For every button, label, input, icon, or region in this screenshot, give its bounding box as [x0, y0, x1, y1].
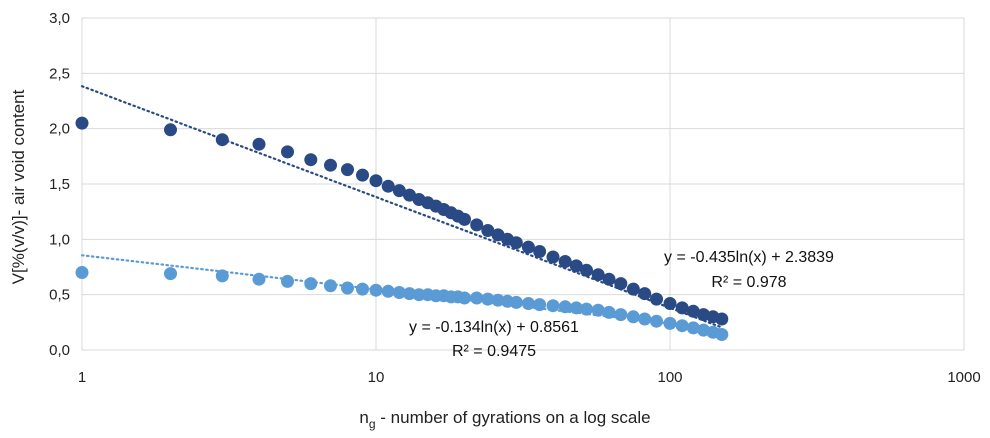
data-point-series-2 [580, 302, 593, 316]
data-point-series-2 [304, 277, 318, 291]
y-tick-label: 0,5 [49, 287, 70, 304]
data-point-series-1 [663, 297, 677, 310]
data-points [75, 116, 729, 341]
data-point-series-1 [281, 145, 294, 159]
y-tick-label: 3,0 [49, 10, 70, 27]
x-axis-title-rest: - number of gyrations on a log scale [376, 408, 651, 427]
data-point-series-1 [470, 218, 484, 232]
y-tick-label: 1,5 [49, 176, 70, 193]
data-point-series-2 [686, 321, 700, 335]
data-point-series-2 [546, 299, 560, 313]
data-point-series-2 [164, 267, 177, 281]
data-point-series-1 [626, 282, 640, 296]
data-point-series-1 [481, 224, 495, 237]
data-point-series-1 [650, 292, 663, 306]
data-point-series-1 [324, 158, 337, 172]
data-point-series-2 [521, 297, 535, 310]
data-point-series-1 [75, 116, 89, 130]
data-point-series-1 [638, 287, 652, 301]
x-tick-label: 10 [368, 369, 385, 386]
data-point-series-2 [324, 279, 337, 293]
data-point-series-2 [491, 293, 505, 307]
data-point-series-2 [663, 316, 677, 330]
data-point-series-1 [392, 184, 406, 198]
data-point-series-2 [75, 266, 89, 279]
x-axis-ticks: 1 10 100 1000 [78, 369, 981, 386]
data-point-series-1 [602, 272, 616, 286]
data-point-series-2 [252, 272, 266, 286]
data-point-series-2 [281, 274, 294, 288]
data-point-series-1 [252, 137, 266, 151]
data-point-series-1 [580, 263, 593, 277]
data-point-series-1 [341, 163, 354, 177]
trendline-series-1 [80, 85, 723, 329]
data-point-series-2 [403, 287, 416, 301]
data-point-series-1 [715, 312, 729, 326]
data-point-series-1 [215, 133, 229, 147]
data-point-series-2 [215, 269, 229, 283]
x-tick-label: 1 [78, 369, 86, 386]
series-2-equation: y = -0.134ln(x) + 0.8561 [409, 319, 579, 336]
data-point-series-2 [715, 328, 729, 341]
x-axis-title-main: n [359, 408, 368, 427]
series-1-equation: y = -0.435ln(x) + 2.3839 [664, 249, 834, 266]
data-point-series-2 [614, 308, 628, 322]
x-axis-title-subscript: g [369, 417, 376, 431]
data-point-series-2 [381, 284, 395, 298]
data-point-series-2 [558, 300, 572, 314]
data-point-series-2 [650, 314, 663, 328]
series-1-r2: R² = 0.978 [711, 274, 786, 291]
x-tick-label: 100 [657, 369, 682, 386]
data-point-series-2 [626, 310, 640, 324]
data-point-series-2 [533, 298, 547, 312]
data-point-series-2 [675, 319, 689, 333]
data-point-series-1 [356, 168, 369, 182]
data-point-series-2 [481, 292, 495, 306]
data-point-series-2 [602, 305, 616, 319]
data-point-series-2 [341, 281, 354, 295]
series-2-r2: R² = 0.9475 [452, 343, 536, 360]
data-point-series-1 [458, 212, 471, 226]
data-point-series-1 [381, 179, 395, 193]
data-point-series-2 [509, 295, 523, 309]
x-axis-title: ng - number of gyrations on a log scale [359, 408, 650, 431]
data-point-series-2 [470, 291, 484, 305]
data-point-series-1 [614, 277, 628, 291]
data-point-series-2 [458, 291, 471, 305]
data-point-series-2 [638, 312, 652, 326]
data-point-series-2 [356, 282, 369, 296]
data-point-series-2 [369, 283, 383, 297]
data-point-series-1 [164, 123, 177, 137]
y-axis-title: V[%(v/v)]- air void content [9, 89, 28, 284]
y-tick-label: 2,0 [49, 121, 70, 138]
data-point-series-2 [392, 286, 406, 299]
data-point-series-1 [533, 245, 547, 258]
data-point-series-2 [569, 301, 583, 315]
data-point-series-1 [304, 153, 318, 167]
data-point-series-1 [369, 174, 383, 188]
data-point-series-1 [569, 259, 583, 273]
data-point-series-1 [591, 268, 605, 282]
data-point-series-1 [521, 240, 535, 254]
data-point-series-1 [509, 236, 523, 250]
data-point-series-1 [686, 304, 700, 318]
data-point-series-2 [591, 303, 605, 317]
y-axis-ticks: 0,0 0,5 1,0 1,5 2,0 2,5 3,0 [49, 10, 70, 359]
y-tick-label: 2,5 [49, 65, 70, 82]
gridlines [81, 17, 965, 351]
data-point-series-1 [546, 250, 560, 264]
data-point-series-1 [558, 255, 572, 268]
x-tick-label: 1000 [947, 369, 980, 386]
y-tick-label: 0,0 [49, 342, 70, 359]
y-tick-label: 1,0 [49, 231, 70, 248]
data-point-series-1 [675, 301, 689, 315]
